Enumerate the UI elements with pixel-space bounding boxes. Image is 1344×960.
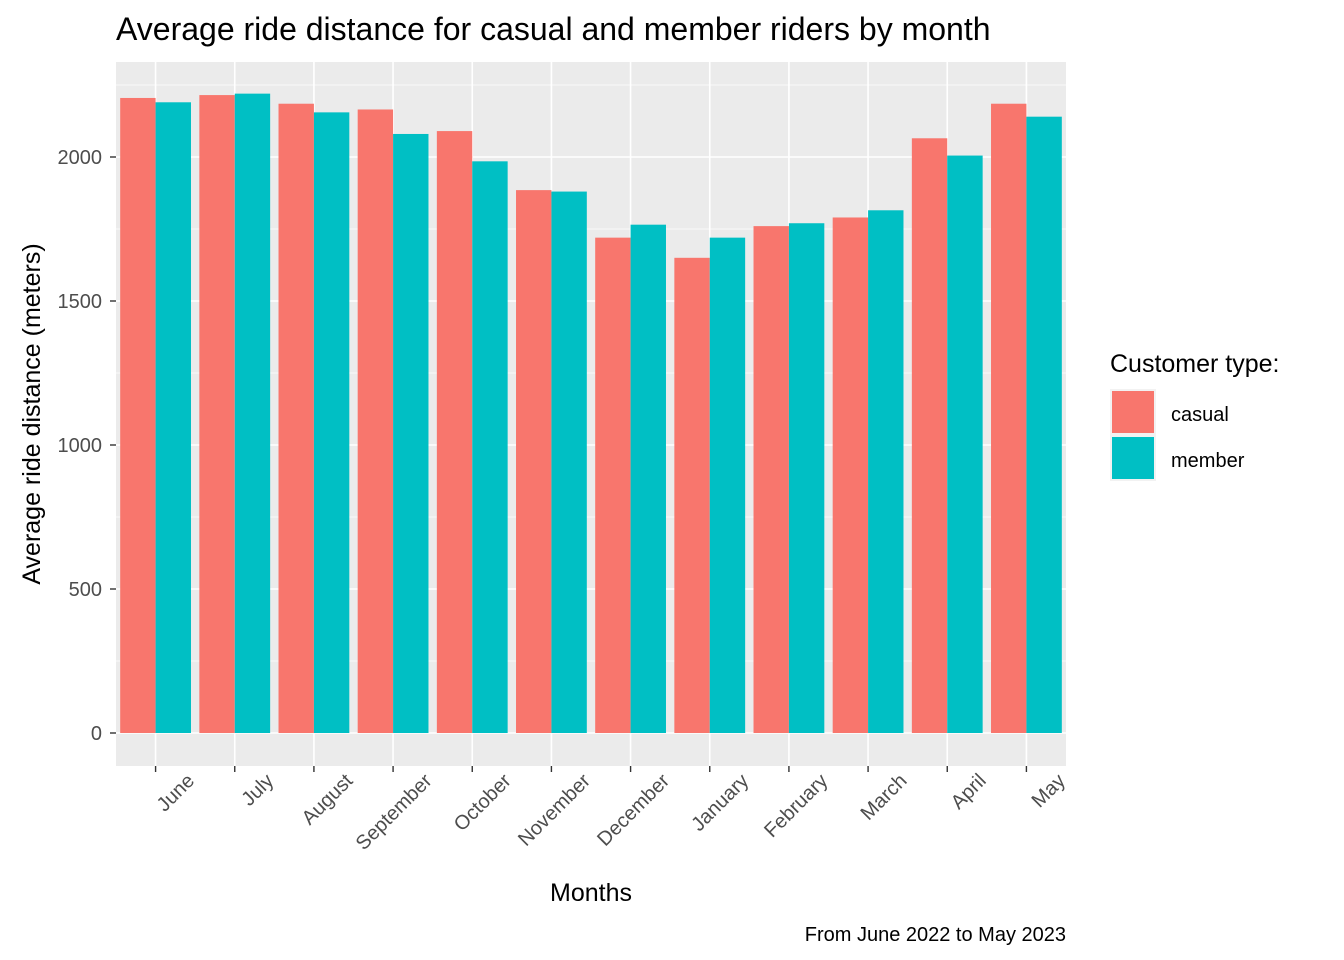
bar-casual-february (753, 226, 789, 733)
legend-swatch-member (1112, 437, 1154, 479)
bars (120, 93, 1062, 734)
y-axis: 0 500 1000 1500 2000 (58, 147, 116, 745)
bar-casual-november (516, 190, 552, 733)
legend: Customer type: casual member (1110, 350, 1280, 481)
bar-member-march (868, 210, 904, 733)
x-tick-label: October (450, 770, 516, 836)
x-tick-label: December (593, 770, 674, 851)
x-tick-label: August (298, 770, 358, 830)
x-axis-title: Months (550, 879, 632, 907)
bar-casual-march (832, 217, 869, 734)
bar-member-october (472, 161, 508, 733)
bar-member-january (709, 237, 746, 733)
x-tick-label: March (857, 770, 912, 825)
x-tick-label: April (947, 770, 991, 814)
y-tick-label: 500 (69, 579, 102, 601)
bar-member-may (1026, 116, 1062, 734)
bar-casual-april (911, 138, 948, 733)
x-tick-label: January (687, 770, 753, 836)
bar-casual-july (199, 95, 235, 733)
x-tick-label: November (514, 770, 595, 851)
y-axis-title: Average ride distance (meters) (18, 243, 46, 584)
y-tick-label: 2000 (58, 147, 103, 169)
x-tick-label: September (352, 770, 437, 855)
bar-member-april (947, 155, 983, 733)
x-tick-label: June (153, 770, 199, 816)
bar-casual-january (674, 257, 710, 733)
y-tick-label: 0 (91, 723, 102, 745)
bar-member-july (234, 93, 271, 733)
bar-member-august (313, 112, 350, 734)
x-tick-label: February (760, 770, 832, 842)
bar-member-september (393, 133, 429, 733)
bar-casual-october (436, 131, 473, 733)
plot-panel (116, 62, 1066, 766)
legend-label-casual: casual (1171, 404, 1229, 426)
bar-member-june (155, 102, 191, 733)
bar-casual-june (120, 97, 156, 733)
bar-member-february (788, 223, 825, 734)
x-tick-label: July (237, 770, 278, 811)
bar-casual-august (278, 103, 314, 734)
bar-casual-december (595, 237, 631, 733)
legend-swatch-casual (1112, 391, 1154, 433)
bar-member-december (630, 224, 666, 733)
chart-caption: From June 2022 to May 2023 (805, 924, 1066, 946)
x-tick-label: May (1028, 770, 1070, 812)
bar-casual-september (357, 109, 394, 734)
legend-title: Customer type: (1110, 350, 1280, 378)
y-tick-label: 1000 (58, 435, 103, 457)
bar-member-november (551, 191, 587, 733)
y-tick-label: 1500 (58, 291, 103, 313)
chart-title: Average ride distance for casual and mem… (116, 11, 991, 47)
legend-label-member: member (1171, 450, 1245, 472)
bar-casual-may (991, 103, 1027, 734)
